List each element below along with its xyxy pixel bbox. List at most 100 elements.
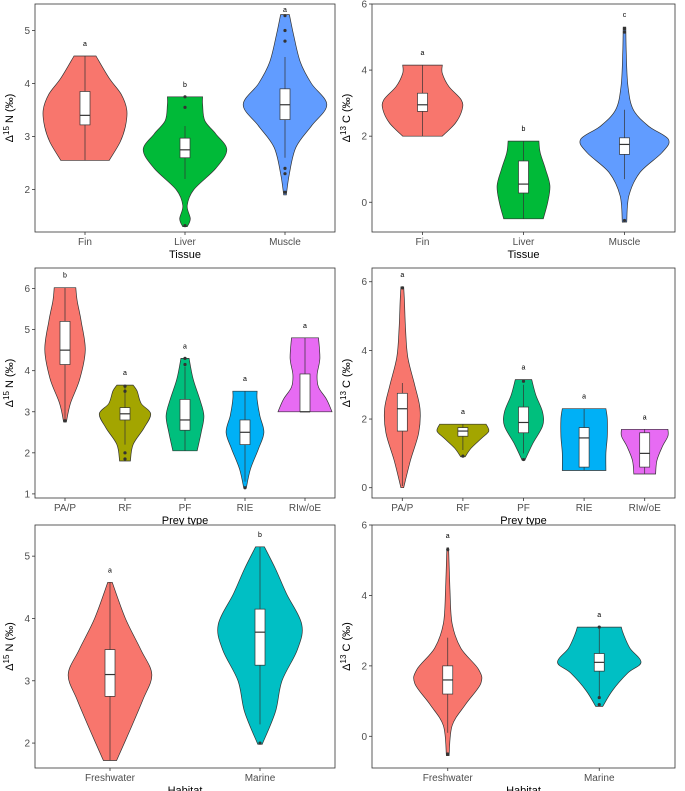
x-axis-title: Prey type [500, 515, 546, 527]
outlier-point [622, 30, 627, 34]
box [299, 373, 311, 413]
y-tick-label: 0 [361, 198, 367, 209]
outlier-point [597, 703, 601, 707]
y-title-unit: N (‰) [4, 622, 16, 654]
significance-letter: a [597, 612, 601, 619]
y-tick-label: 6 [361, 277, 367, 288]
box [518, 160, 529, 194]
y-tick-label: 3 [24, 132, 30, 143]
significance-letter: a [283, 7, 287, 14]
y-tick-label: 2 [24, 185, 30, 196]
violin-fin: a [381, 50, 464, 137]
outlier-point [243, 486, 247, 490]
plot-area [371, 524, 676, 769]
chart-panel-2: 0 2 4 6 Fin Liver Muscle Tissue Δ13 C (‰) a b c [339, 0, 676, 261]
y-tick-label: 2 [24, 448, 30, 459]
chart-panel-5: 2 3 4 5 Freshwater Marine Habitat Δ15 N (‰) a b [2, 524, 336, 791]
violin-freshwater: a [413, 533, 483, 757]
significance-letter: a [400, 272, 404, 279]
violin-pa-p: b [44, 273, 86, 423]
outlier-point [400, 286, 404, 290]
box [104, 649, 116, 697]
significance-letter: a [643, 414, 647, 421]
x-tick-label: RIw/oE [629, 503, 662, 514]
x-tick-label: PF [517, 503, 530, 514]
outlier-point [183, 356, 187, 360]
box [59, 321, 71, 365]
y-title-unit: N (‰) [4, 94, 16, 126]
outlier-point [123, 384, 127, 388]
box [79, 91, 91, 126]
violin-marine: a [557, 612, 642, 707]
violin-rie: a [225, 376, 265, 490]
violin-fin: a [42, 41, 128, 161]
outlier-point [183, 105, 187, 109]
significance-letter: a [461, 409, 465, 416]
box [396, 392, 408, 432]
outlier-point [283, 190, 287, 194]
box [179, 137, 191, 159]
significance-letter: a [123, 370, 127, 377]
x-tick-label: Muscle [269, 237, 301, 248]
x-axis-title: Tissue [508, 249, 540, 261]
box [179, 399, 191, 431]
y-tick-label: 2 [361, 415, 367, 426]
y-title-symbol: Δ [4, 134, 16, 142]
y-title-unit: C (‰) [341, 622, 353, 654]
significance-letter: a [243, 376, 247, 383]
outlier-point [283, 14, 287, 18]
x-tick-label: RF [456, 503, 469, 514]
y-title-symbol: Δ [4, 399, 16, 407]
chart-panel-6: 0 2 4 6 Freshwater Marine Habitat Δ13 C (‰) a a [339, 521, 676, 791]
y-title-unit: C (‰) [341, 94, 353, 126]
violin-pa-p: a [383, 272, 421, 489]
outlier-point [597, 625, 601, 629]
x-tick-label: RIE [237, 503, 254, 514]
x-tick-label: RIw/oE [289, 503, 322, 514]
violin-liver: b [142, 82, 228, 228]
violin-rf: a [98, 370, 152, 462]
outlier-point [622, 27, 627, 31]
violin-muscle: a [242, 7, 328, 196]
y-tick-label: 3 [24, 676, 30, 687]
outlier-point [63, 419, 67, 423]
outlier-point [521, 457, 526, 462]
significance-letter: a [303, 323, 307, 330]
y-axis-title: Δ13 C (‰) [339, 622, 353, 671]
outlier-point [258, 741, 262, 745]
outlier-point [283, 39, 287, 43]
y-title-unit: C (‰) [341, 359, 353, 391]
violin-freshwater: a [67, 567, 153, 761]
outlier-point [461, 454, 465, 458]
outlier-point [123, 451, 127, 455]
y-axis-title: Δ13 C (‰) [339, 94, 353, 143]
outlier-point [123, 389, 127, 393]
x-tick-label: Fin [416, 237, 430, 248]
y-title-symbol: Δ [341, 663, 353, 671]
y-tick-label: 4 [361, 591, 367, 602]
x-tick-label: RF [118, 503, 131, 514]
significance-letter: a [83, 41, 87, 48]
y-tick-label: 4 [24, 79, 30, 90]
significance-letter: a [582, 394, 586, 401]
violin-rf: a [436, 409, 490, 458]
violin-pf: a [503, 365, 544, 462]
y-tick-label: 2 [361, 132, 367, 143]
significance-letter: a [522, 365, 526, 372]
x-axis-title: Prey type [162, 515, 208, 527]
x-tick-label: PF [179, 503, 192, 514]
y-title-isotope: 13 [339, 654, 348, 663]
outlier-point [183, 95, 187, 99]
box [518, 406, 529, 434]
y-title-symbol: Δ [341, 134, 353, 142]
y-title-unit: N (‰) [4, 359, 16, 391]
box [254, 608, 266, 666]
y-tick-label: 4 [361, 346, 367, 357]
y-tick-label: 0 [361, 732, 367, 743]
box [619, 137, 630, 155]
x-tick-label: Marine [245, 773, 276, 784]
significance-letter: b [258, 532, 262, 539]
significance-letter: a [108, 567, 112, 574]
violin-pf: a [165, 343, 205, 452]
